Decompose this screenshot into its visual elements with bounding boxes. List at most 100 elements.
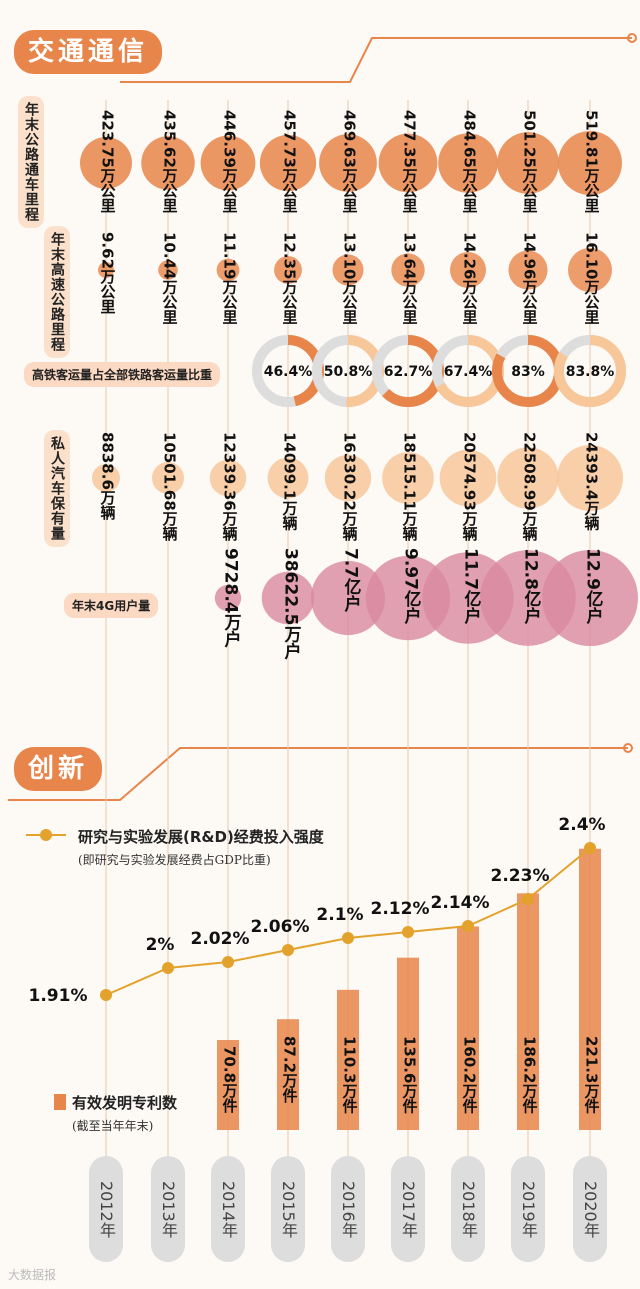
year-label: 2014年 bbox=[211, 1156, 245, 1262]
bubble-cars bbox=[382, 452, 434, 504]
rd-point bbox=[222, 956, 234, 968]
bubble-expressway bbox=[332, 254, 364, 286]
bubble-4g-label: 12.9亿户 bbox=[582, 548, 603, 624]
header-dot-innovation bbox=[623, 743, 633, 753]
patent-bar-label: 135.6万件 bbox=[400, 1036, 419, 1114]
header-line-transport bbox=[120, 37, 632, 83]
legend-rd-title: 研究与实验发展(R&D)经费投入强度 bbox=[78, 828, 324, 846]
rd-point bbox=[162, 962, 174, 974]
bubble-highway-label: 446.39万公里 bbox=[220, 110, 239, 213]
donut-label: 62.7% bbox=[384, 364, 433, 380]
bubble-cars-label: 16330.22万辆 bbox=[340, 432, 359, 541]
rd-point bbox=[522, 893, 534, 905]
bubble-cars-label: 20574.93万辆 bbox=[460, 432, 479, 541]
rd-point bbox=[402, 926, 414, 938]
donut-arc bbox=[554, 335, 626, 407]
year-label: 2012年 bbox=[89, 1156, 123, 1262]
bubble-highway-label: 519.81万公里 bbox=[582, 110, 601, 213]
decorations bbox=[8, 33, 637, 801]
bubble-cars-label: 14099.1万辆 bbox=[280, 432, 299, 531]
bubble-4g-label: 38622.5万户 bbox=[280, 548, 301, 660]
rd-point-label: 2.14% bbox=[431, 893, 490, 913]
bubble-cars-label: 10501.68万辆 bbox=[160, 432, 179, 541]
patent-bar-label: 110.3万件 bbox=[340, 1036, 359, 1114]
year-label: 2020年 bbox=[573, 1156, 607, 1262]
donut-label: 50.8% bbox=[324, 364, 373, 380]
bubble-expressway bbox=[508, 250, 548, 290]
legend-patent-note: (截至当年年末) bbox=[72, 1119, 154, 1133]
year-label: 2013年 bbox=[151, 1156, 185, 1262]
bubble-expressway-label: 11.19万公里 bbox=[220, 232, 239, 325]
bubble-cars-label: 8838.6万辆 bbox=[98, 432, 117, 520]
year-label: 2018年 bbox=[451, 1156, 485, 1262]
rd-point bbox=[282, 944, 294, 956]
bubble-highway bbox=[141, 136, 195, 190]
chart-marks: 46.4% 50.8% 62.7% 67.4% 83% 83.8% 1.91% 2% 2.02%… bbox=[26, 131, 638, 1130]
bubble-cars bbox=[92, 464, 120, 492]
bubble-highway-label: 435.62万公里 bbox=[160, 110, 179, 213]
legend-rd-note: (即研究与实验发展经费占GDP比重) bbox=[78, 853, 271, 867]
header-dot-transport bbox=[627, 33, 637, 43]
patent-bar bbox=[277, 1019, 299, 1130]
bubble-cars bbox=[209, 459, 247, 497]
rd-point bbox=[342, 932, 354, 944]
patent-bar-label: 160.2万件 bbox=[460, 1036, 479, 1114]
bubble-cars bbox=[267, 457, 309, 499]
bubble-expressway bbox=[158, 260, 178, 280]
watermark: 大数据报 bbox=[8, 1268, 57, 1282]
bubble-cars bbox=[497, 447, 559, 509]
bubble-cars bbox=[324, 454, 372, 502]
year-label: 2019年 bbox=[511, 1156, 545, 1262]
rd-point-label: 2.1% bbox=[316, 905, 363, 925]
bubble-expressway-label: 13.64万公里 bbox=[400, 232, 419, 325]
patent-bar-label: 186.2万件 bbox=[520, 1036, 539, 1114]
bubble-expressway-label: 16.10万公里 bbox=[582, 232, 601, 325]
donut-label: 46.4% bbox=[264, 364, 313, 380]
bubble-highway bbox=[497, 132, 559, 194]
bubble-highway bbox=[438, 133, 498, 193]
bubble-highway bbox=[319, 134, 377, 192]
legend-rd: 研究与实验发展(R&D)经费投入强度 (即研究与实验发展经费占GDP比重) bbox=[78, 826, 324, 868]
row-label-rail-share: 高铁客运量占全部铁路客运量比重 bbox=[24, 362, 221, 387]
rd-point-label: 2% bbox=[146, 935, 175, 955]
bubble-4g bbox=[214, 584, 242, 612]
bubble-4g-label: 12.8亿户 bbox=[520, 548, 541, 624]
rd-point bbox=[584, 842, 596, 854]
patent-bar-label: 221.3万件 bbox=[582, 1036, 601, 1114]
bubble-4g-label: 9.97亿户 bbox=[400, 548, 421, 624]
legend-patent-title: 有效发明专利数 bbox=[72, 1094, 178, 1112]
bubble-expressway-label: 13.10万公里 bbox=[340, 232, 359, 325]
bubble-expressway-label: 14.26万公里 bbox=[460, 232, 479, 325]
rd-point-label: 2.4% bbox=[558, 815, 605, 835]
donut-label: 67.4% bbox=[444, 364, 493, 380]
bubble-highway-label: 484.65万公里 bbox=[460, 110, 479, 213]
bubble-cars bbox=[439, 449, 497, 507]
rd-point-label: 1.91% bbox=[29, 986, 88, 1006]
patent-bar bbox=[517, 893, 539, 1130]
year-label: 2016年 bbox=[331, 1156, 365, 1262]
bubble-cars bbox=[151, 461, 185, 495]
bubble-expressway bbox=[216, 258, 240, 282]
bubble-highway-label: 457.73万公里 bbox=[280, 110, 299, 213]
patent-bar bbox=[397, 957, 419, 1130]
year-label: 2015年 bbox=[271, 1156, 305, 1262]
bubble-4g-label: 9728.4万户 bbox=[220, 548, 241, 648]
bubble-highway-label: 501.25万公里 bbox=[520, 110, 539, 213]
patent-bar-label: 70.8万件 bbox=[220, 1046, 239, 1114]
row-label-cars: 私人汽车保有量 bbox=[44, 430, 70, 547]
header-line-innovation bbox=[8, 747, 628, 801]
bubble-expressway bbox=[98, 262, 114, 278]
bubble-expressway-label: 14.96万公里 bbox=[520, 232, 539, 325]
bubble-highway-label: 469.63万公里 bbox=[340, 110, 359, 213]
patent-bar-label: 87.2万件 bbox=[280, 1036, 299, 1104]
bubble-expressway bbox=[449, 251, 487, 289]
section-title-transport: 交通通信 bbox=[14, 30, 163, 74]
row-label-highway: 年末公路通车里程 bbox=[18, 96, 44, 228]
bubble-4g bbox=[310, 560, 386, 636]
patent-bar bbox=[337, 989, 359, 1130]
donut-label: 83.8% bbox=[566, 364, 615, 380]
year-label: 2017年 bbox=[391, 1156, 425, 1262]
rd-point-label: 2.02% bbox=[191, 929, 250, 949]
bubble-highway bbox=[200, 135, 256, 191]
